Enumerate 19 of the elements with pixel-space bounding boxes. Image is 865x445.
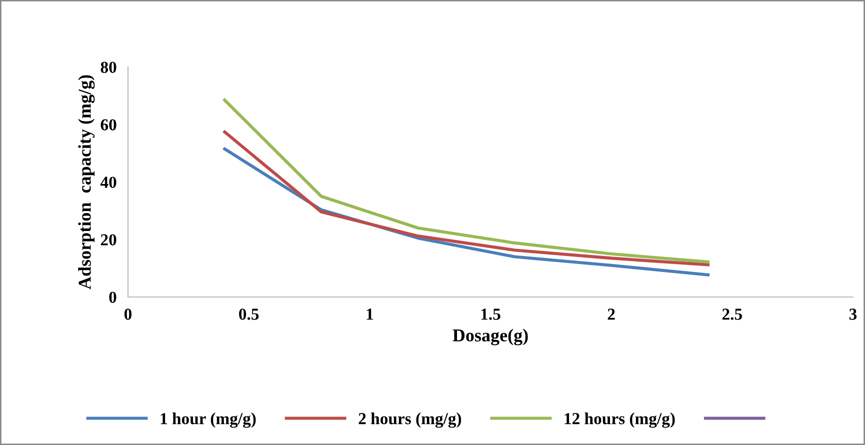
x-tick-label: 3	[849, 308, 857, 320]
line-series	[223, 130, 710, 266]
line-series	[223, 98, 710, 264]
x-tick-label: 1	[366, 308, 373, 320]
legend-label: 2 hours (mg/g)	[358, 412, 462, 428]
x-axis-title: Dosage(g)	[452, 328, 528, 346]
y-axis-title: Adsorption capacity (mg/g)	[78, 75, 95, 290]
x-tick-label: 2.5	[722, 308, 742, 320]
y-tick-label: 80	[100, 62, 116, 73]
y-tick-label: 40	[100, 176, 116, 188]
x-tick-label: 0	[124, 308, 132, 320]
legend-label: 1 hour (mg/g)	[160, 412, 256, 428]
x-tick-label: 0.5	[239, 308, 259, 320]
x-tick-label: 1.5	[481, 308, 500, 320]
legend-label: 12 hours (mg/g)	[564, 412, 675, 428]
y-tick-label: 20	[100, 234, 116, 246]
x-tick-label: 2	[608, 308, 615, 320]
y-tick-label: 60	[100, 119, 116, 130]
y-tick-label: 0	[109, 292, 116, 303]
